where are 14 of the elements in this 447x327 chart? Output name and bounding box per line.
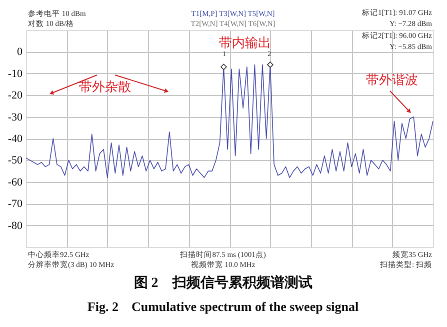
y-tick-label: -10 <box>8 68 23 80</box>
y-tick-label: -40 <box>8 133 23 145</box>
annotation: 带外杂散 <box>79 79 131 94</box>
y-tick-label: -80 <box>8 220 23 232</box>
y-tick-label: -50 <box>8 154 23 167</box>
y-tick-label: 0 <box>17 46 23 58</box>
text: 图 2 扫频信号累积频谱测试 <box>134 274 312 291</box>
y-tick-label: -30 <box>8 111 23 124</box>
y-tick-label: -20 <box>8 90 23 102</box>
y-tick-label: -60 <box>8 176 23 188</box>
text: Fig. 2 Cumulative spectrum of the sweep signal <box>87 299 359 314</box>
annotation: 带外谐波 <box>366 72 418 87</box>
annotation: 带内输出 <box>219 35 271 50</box>
y-tick-label: -70 <box>8 198 23 210</box>
